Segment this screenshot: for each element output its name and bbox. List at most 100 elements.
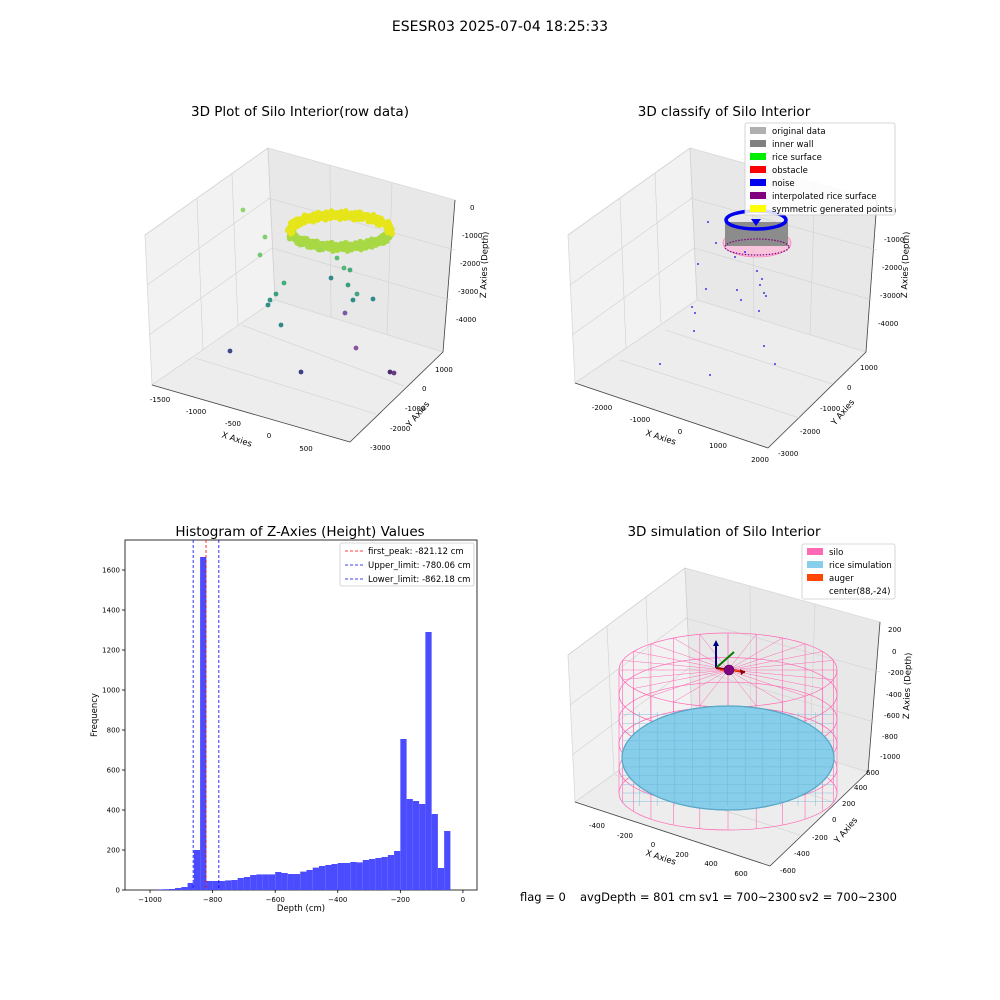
panel4-legend: silo rice simulation auger center(88,-24…	[801, 543, 896, 600]
panel1-points	[227, 207, 397, 376]
panel-simulation: 3D simulation of Silo Interior -400 -200…	[567, 524, 914, 878]
histogram-x-tick: −800	[203, 896, 222, 904]
histogram-bar	[275, 872, 282, 890]
panel3-title: Histogram of Z-Axies (Height) Values	[175, 524, 424, 540]
histogram-bar	[293, 874, 301, 890]
rice-simulation-surface	[621, 705, 835, 811]
legend-label-first-peak: first_peak: -821.12 cm	[368, 547, 464, 557]
histogram-bar	[369, 859, 376, 890]
panel2-z-label: Z Axies (Depth)	[900, 231, 912, 298]
panel2-title: 3D classify of Silo Interior	[638, 104, 811, 120]
panel1-z-ticks: -4000 -3000 -2000 -1000 0	[456, 204, 482, 324]
panel1-point	[262, 234, 268, 240]
panel1-point	[267, 297, 273, 303]
panel2-x-label: X Axies	[644, 428, 677, 447]
panel4-x-tick: 0	[651, 841, 655, 849]
panel1-z-tick: -1000	[462, 232, 482, 240]
panel4-y-tick: -200	[812, 834, 828, 842]
legend-label-rice-simulation: rice simulation	[829, 561, 892, 571]
panel4-z-label: Z Axies (Depth)	[902, 652, 914, 719]
histogram-bar	[431, 814, 438, 890]
histogram-bar	[331, 864, 338, 890]
histogram-y-tick: 800	[107, 727, 120, 735]
panel2-y-tick: -1000	[820, 405, 840, 413]
panel1-point	[388, 230, 395, 237]
panel2-point	[759, 284, 761, 286]
panel2-x-tick: 1000	[709, 442, 727, 450]
footer-sv2: sv2 = 700~2300	[799, 890, 897, 904]
panel2-z-tick: -1000	[884, 236, 904, 244]
panel1-point	[347, 267, 353, 273]
histogram-bar	[419, 804, 426, 890]
histogram-y-tick: 0	[116, 887, 120, 895]
histogram-bar	[344, 863, 351, 890]
histogram-bar	[381, 857, 388, 890]
panel4-x-tick: -200	[617, 832, 633, 840]
histogram-bars	[156, 557, 451, 890]
legend-swatch-symmetric	[750, 205, 766, 212]
legend-label-original-data: original data	[772, 127, 826, 137]
panel1-point	[391, 370, 397, 376]
panel1-point	[387, 369, 393, 375]
histogram-x-ticks: −1000 −800 −600 −400 −200 0	[138, 890, 465, 904]
panel2-point	[740, 299, 742, 301]
panel1-y-tick: 1000	[435, 366, 453, 374]
auger	[713, 640, 746, 676]
panel2-x-ticks: -2000 -1000 0 1000 2000	[592, 404, 769, 464]
panel4-z-tick: -800	[882, 733, 898, 741]
histogram-bar	[356, 862, 363, 890]
panel1-point	[281, 280, 287, 286]
panel2-point	[691, 306, 693, 308]
histogram-x-tick: −400	[328, 896, 347, 904]
panel2-point	[765, 295, 767, 297]
footer-avg-depth: avgDepth = 801 cm	[580, 890, 696, 904]
histogram-bar	[312, 867, 319, 890]
panel4-x-tick: 400	[704, 860, 717, 868]
panel2-point	[763, 292, 765, 294]
panel2-y-tick: 1000	[860, 364, 878, 372]
panel1-x-tick: -1500	[150, 396, 170, 404]
panel1-z-tick: -2000	[460, 260, 480, 268]
panel1-point	[341, 265, 347, 271]
panel1-x-ticks: -1500 -1000 -500 0 500	[150, 396, 313, 453]
panel4-z-tick: 200	[888, 626, 901, 634]
histogram-y-ticks: 0 200 400 600 800 1000 1200 1400 1600	[102, 567, 125, 895]
histogram-bar	[362, 860, 370, 890]
histogram-x-tick: −1000	[138, 896, 162, 904]
histogram-bar	[218, 881, 226, 890]
panel1-title: 3D Plot of Silo Interior(row data)	[191, 104, 409, 120]
panel2-point	[774, 363, 776, 365]
panel2-z-tick: -3000	[880, 292, 900, 300]
histogram-bar	[206, 881, 213, 890]
histogram-bar	[375, 858, 382, 890]
footer-status: flag = 0 avgDepth = 801 cm sv1 = 700~230…	[520, 890, 897, 904]
panel1-point	[273, 291, 279, 297]
panel2-y-ticks: -3000 -2000 -1000 0 1000	[778, 364, 878, 458]
histogram-bar	[168, 889, 176, 890]
histogram-bar	[250, 875, 257, 890]
histogram-x-label: Depth (cm)	[277, 904, 325, 914]
histogram-x-tick: −200	[391, 896, 410, 904]
legend-label-silo: silo	[829, 548, 843, 558]
histogram-bar	[187, 883, 194, 890]
histogram-y-tick: 1000	[102, 687, 120, 695]
histogram-bar	[200, 557, 207, 890]
footer-sv1: sv1 = 700~2300	[699, 890, 797, 904]
histogram-y-tick: 400	[107, 807, 120, 815]
histogram-bar	[412, 801, 420, 890]
legend-label-interpolated: interpolated rice surface	[772, 192, 877, 202]
panel4-y-tick: -400	[794, 850, 810, 858]
legend-label-symmetric: symmetric generated points	[772, 205, 893, 215]
panel4-z-ticks: -1000 -800 -600 -400 -200 0 200	[880, 626, 904, 761]
suptitle: ESESR03 2025-07-04 18:25:33	[392, 19, 608, 35]
histogram-bar	[162, 889, 169, 890]
panel1-z-label: Z Axies (Depth)	[479, 231, 491, 298]
histogram-y-tick: 200	[107, 847, 120, 855]
legend-swatch-obstacle	[750, 166, 766, 173]
legend-swatch-silo	[807, 548, 823, 555]
panel4-x-ticks: -400 -200 0 200 400 600	[589, 822, 748, 878]
panel1-y-tick: -2000	[390, 425, 410, 433]
panel1-y-tick: 0	[422, 385, 426, 393]
panel1-x-tick: -500	[225, 420, 241, 428]
panel1-z-tick: -3000	[458, 288, 478, 296]
